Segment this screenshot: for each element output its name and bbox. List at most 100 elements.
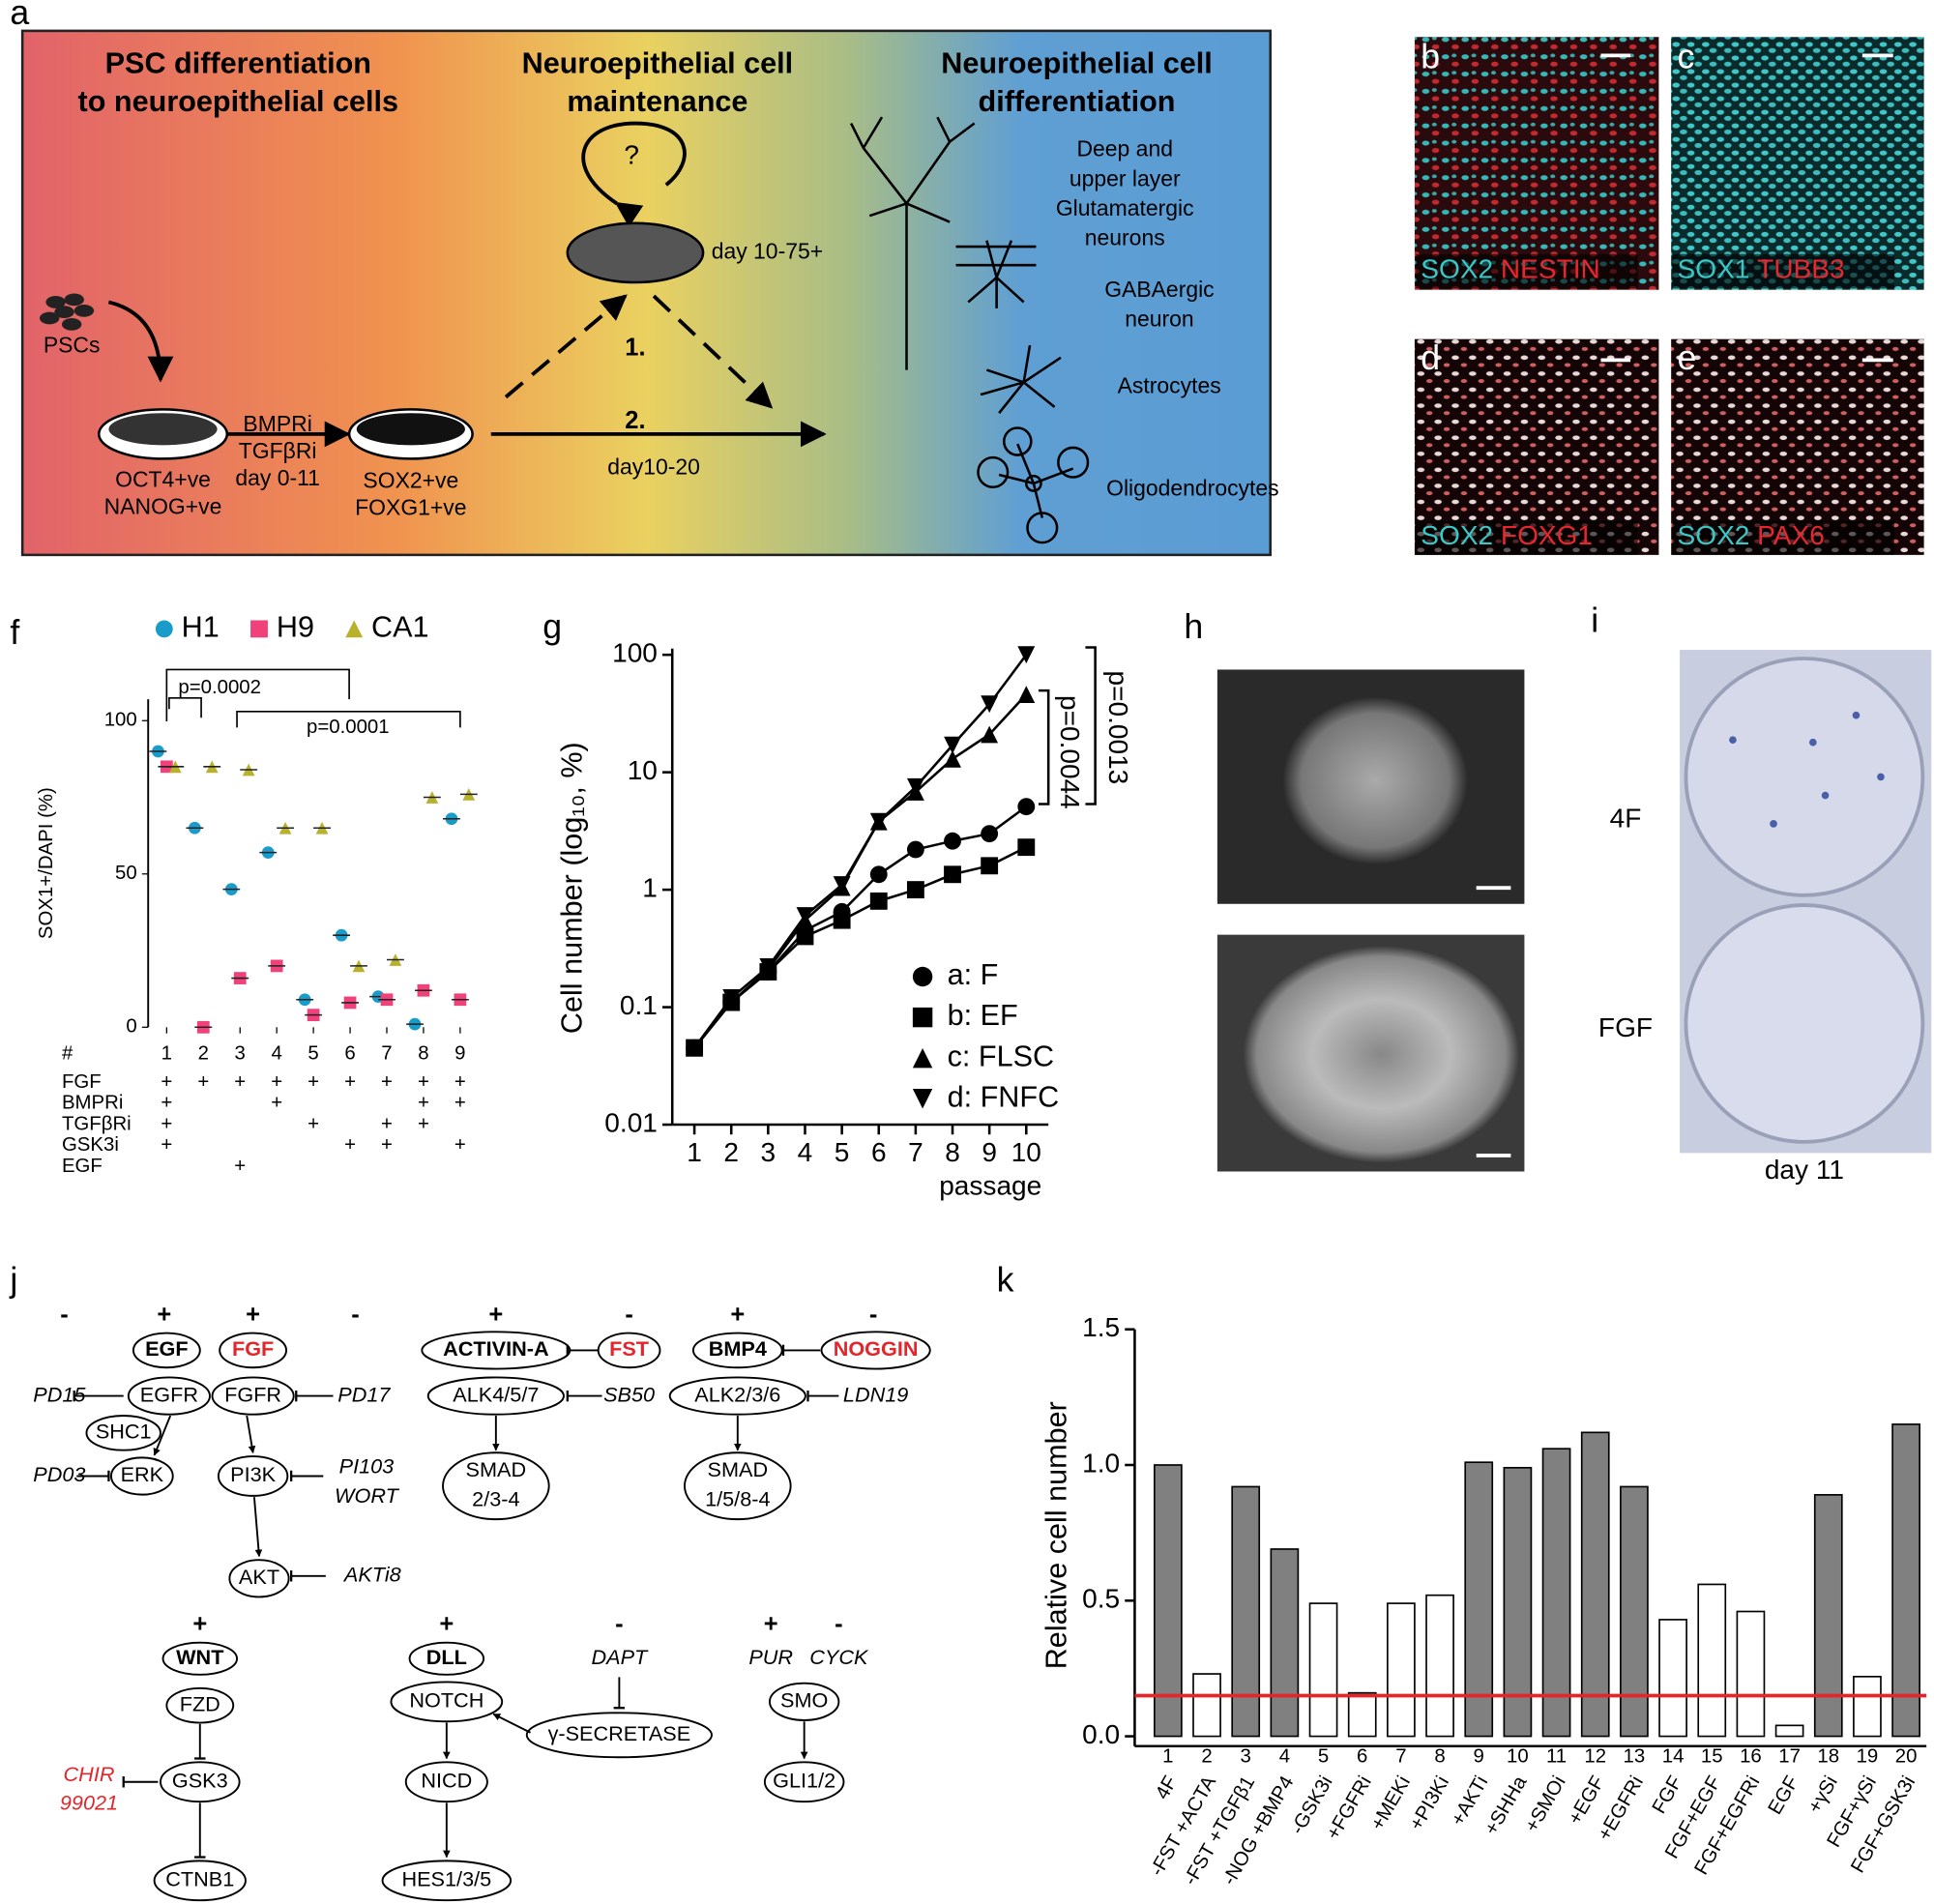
marker [833,876,851,893]
pathway-node: CHIR [64,1762,115,1786]
pathway-node: AKT [239,1565,279,1589]
cell-type: neurons [1085,224,1165,249]
label-backdrop [1672,253,1894,289]
condition-mark: + [344,1134,356,1156]
x-tick-label: 15 [1701,1746,1723,1768]
node-outline [525,1712,713,1759]
pathway-node: EGFR [140,1382,198,1406]
effect-sign: + [730,1301,745,1328]
node-outline [219,1332,288,1369]
decoration [1770,820,1777,828]
pathway-node: SHC1 [96,1420,152,1444]
effect-sign: + [488,1301,503,1328]
decoration [1877,773,1885,781]
condition-mark: + [161,1071,172,1093]
condition-name: BMPRi [62,1093,123,1114]
label: 1. [625,335,645,362]
pathway-node: BMP4 [709,1336,767,1361]
x-tick-label: 10 [1011,1137,1041,1167]
category-label: FGF [1649,1772,1686,1817]
condition-mark: + [454,1093,466,1114]
ne-cells [566,221,705,284]
effect-sign: - [351,1301,360,1328]
effect-sign: + [157,1301,171,1328]
bracket [165,668,350,722]
effect-sign: - [625,1301,633,1328]
decoration [1057,446,1090,479]
bracket [1038,688,1050,806]
bar [1736,1610,1766,1738]
loop-arrow [581,121,687,227]
x-tick-label: 14 [1662,1746,1685,1768]
pathway-node: GLI1/2 [773,1768,835,1792]
condition-mark: + [418,1071,429,1093]
node-outline [217,1455,289,1497]
decoration [1024,474,1042,492]
label: 2. [625,407,645,434]
cell-type: neuron [1125,307,1193,332]
marker [912,1047,933,1069]
pathway-node: NICD [421,1768,472,1792]
stage-heading: to neuroepithelial cells [78,85,399,118]
bar [1620,1485,1649,1738]
x-tick-label: 6 [344,1043,355,1065]
pathway-node: CTNB1 [165,1866,234,1890]
colonies [1729,711,1885,828]
decoration [40,311,60,325]
pathway-node: DAPT [591,1645,649,1669]
node-outline [769,1682,840,1721]
pathway-node: AKTi8 [342,1562,401,1586]
series-line [693,693,1028,1049]
category-label: EGF [1765,1772,1803,1818]
annotation: day 10-75+ [712,238,823,263]
x-tick-label: 16 [1740,1746,1762,1768]
pathway-node: ALK4/5/7 [453,1382,539,1406]
x-tick-label: 2 [198,1043,209,1065]
label: BMPRi [243,411,311,436]
decoration [977,455,1010,489]
y-tick-label: 10 [628,755,658,785]
pathway-node: EGF [145,1336,189,1361]
cell-type: Oligodendrocytes [1106,475,1279,500]
colony [1282,696,1468,864]
pathway-node: 2/3-4 [472,1487,519,1511]
node-outline [381,1860,513,1902]
y-tick-label: 0 [126,1016,136,1038]
pathway-node: 1/5/8-4 [705,1487,770,1511]
dot [345,620,364,638]
marker [796,907,814,924]
x-tick-label: 7 [381,1043,392,1065]
decoration [849,116,976,370]
label: ? [624,139,639,169]
dish-cells [108,413,218,446]
marker [981,857,999,875]
bar [1464,1461,1494,1738]
axis-title: Cell number (log₁₀, %) [555,742,588,1034]
stage-heading: Neuroepithelial cell [522,47,794,80]
effect-sign: - [615,1611,624,1638]
panel-label: i [1591,600,1598,639]
x-tick-label: 9 [982,1137,997,1167]
y-tick-label: 50 [115,863,137,884]
condition-mark: + [344,1071,356,1093]
pathway-node: FZD [180,1691,220,1715]
stain: SOX1 [1678,254,1750,284]
label: day 0-11 [235,465,320,490]
panel-label: h [1184,607,1203,646]
effect-sign: - [835,1611,843,1638]
decoration [1821,791,1830,800]
x-tick-label: 9 [1474,1746,1484,1768]
node-outline [684,1451,792,1521]
marker [759,958,777,976]
annotation: p=0.0001 [307,717,390,738]
label: SOX2+ve [363,468,458,493]
decoration [64,293,84,307]
condition-mark: + [381,1071,393,1093]
colony [1243,946,1520,1163]
pathway-node: PD17 [337,1382,391,1406]
pathway-node: FST [609,1336,649,1361]
bar [1853,1676,1882,1738]
node-outline [668,1376,806,1416]
node-outline [597,1332,661,1369]
